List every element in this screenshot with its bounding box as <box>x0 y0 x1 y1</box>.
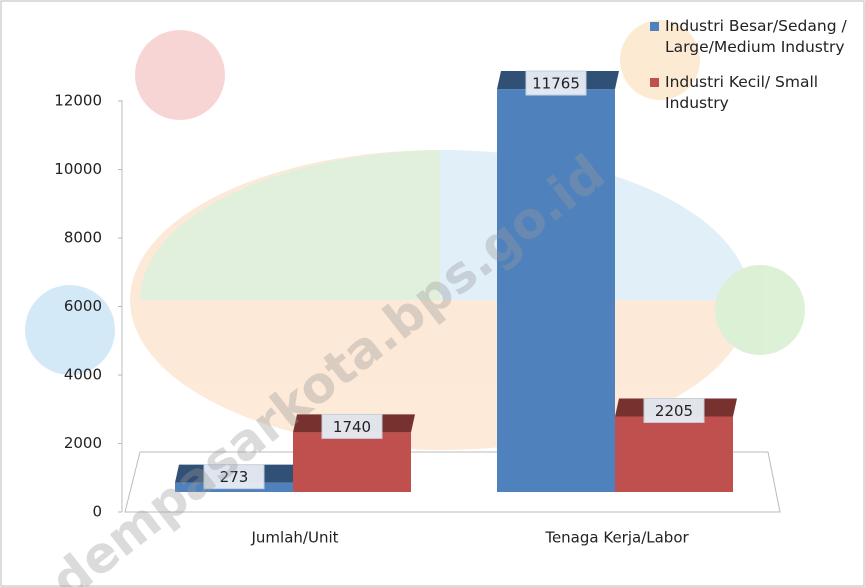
x-tick-label: Tenaga Kerja/Labor <box>544 529 689 547</box>
value-label-box <box>525 70 587 96</box>
legend-swatch <box>650 78 659 87</box>
value-label-box <box>643 397 705 423</box>
y-tick-label: 12000 <box>54 92 102 110</box>
bar <box>497 71 619 492</box>
y-tick-label: 2000 <box>64 434 102 452</box>
value-label: 1740 <box>333 418 371 436</box>
legend: Industri Besar/Sedang / Large/Medium Ind… <box>650 16 862 128</box>
legend-label: Industri Kecil/ Small Industry <box>665 73 819 112</box>
legend-item: Industri Kecil/ Small Industry <box>650 72 862 114</box>
bar-front <box>615 416 733 492</box>
value-label: 2205 <box>655 402 693 420</box>
legend-item: Industri Besar/Sedang / Large/Medium Ind… <box>650 16 862 58</box>
value-label: 11765 <box>532 75 580 93</box>
bar-front <box>497 89 615 492</box>
value-label-box <box>203 464 265 490</box>
y-tick-label: 4000 <box>64 366 102 384</box>
legend-label: Industri Besar/Sedang / Large/Medium Ind… <box>665 17 847 56</box>
y-tick-label: 6000 <box>64 297 102 315</box>
legend-swatch <box>650 22 659 31</box>
value-label: 273 <box>220 468 249 486</box>
floor <box>124 451 781 513</box>
bar-front <box>293 432 411 492</box>
y-tick-label: 10000 <box>54 160 102 178</box>
x-tick-label: Jumlah/Unit <box>251 529 339 547</box>
value-label-box <box>321 413 383 439</box>
y-tick-label: 8000 <box>64 229 102 247</box>
y-tick-label: 0 <box>92 503 102 521</box>
